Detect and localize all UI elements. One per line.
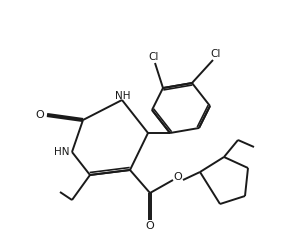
Text: O: O <box>174 172 182 182</box>
Text: O: O <box>146 221 154 231</box>
Text: NH: NH <box>115 91 131 101</box>
Text: Cl: Cl <box>149 52 159 62</box>
Text: Cl: Cl <box>211 49 221 59</box>
Text: O: O <box>36 110 44 120</box>
Text: HN: HN <box>54 147 70 157</box>
